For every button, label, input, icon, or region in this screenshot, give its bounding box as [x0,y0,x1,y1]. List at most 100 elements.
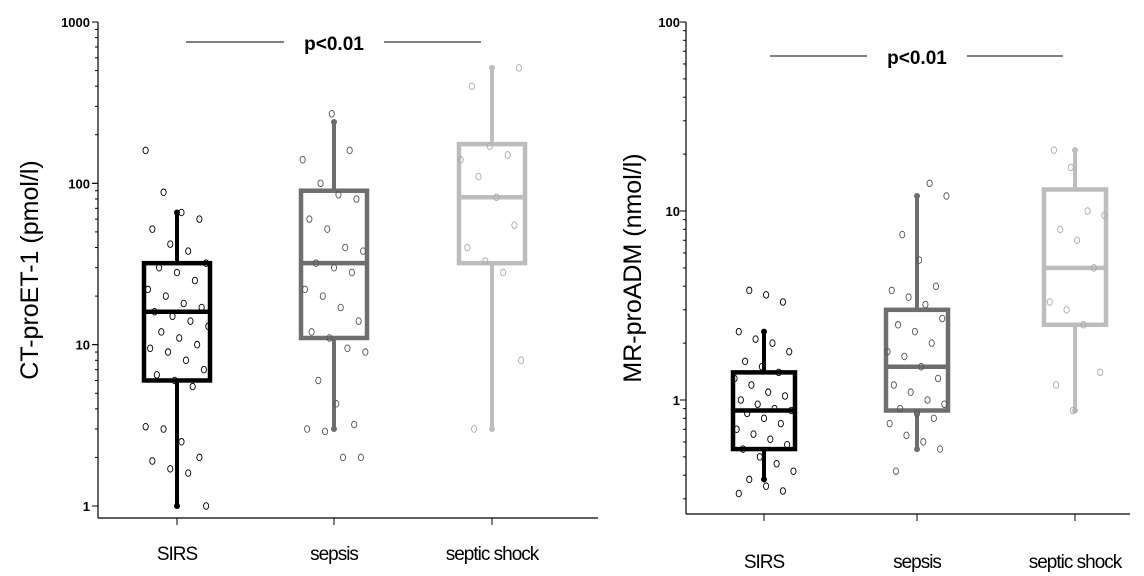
data-point [750,430,757,438]
data-point [194,340,201,349]
data-point [486,142,493,150]
data-point [515,64,522,72]
data-point [160,425,167,433]
data-point [737,396,744,404]
data-point [164,348,172,356]
data-point [504,151,511,159]
data-point [324,225,331,233]
data-point [760,414,768,423]
data-point [777,419,784,428]
data-point [319,292,326,300]
data-point [203,259,210,267]
data-point [918,362,925,371]
data-point [149,457,156,465]
p-value-annotation: p<0.01 [304,34,364,55]
data-point [756,453,763,461]
data-point [773,459,780,468]
y-tick-label: 10 [76,338,90,353]
y-tick-label: 1 [673,393,680,408]
data-point [790,467,797,475]
whisker-cap-high [914,193,920,200]
data-point [482,257,489,265]
data-point [500,268,507,277]
data-point [304,425,311,433]
data-point [939,314,946,323]
data-point [913,409,921,418]
y-tick-label: 100 [68,176,90,191]
data-point [733,425,740,434]
y-tick-label: 1 [83,499,90,514]
data-point [475,172,482,181]
data-point [941,400,948,408]
data-point [1074,236,1081,245]
data-point [353,195,360,203]
data-point [922,300,929,309]
data-point [176,334,183,342]
data-point [167,465,174,473]
data-point [511,221,518,229]
data-point [464,243,471,252]
data-point [930,414,937,423]
box-iqr [456,141,528,266]
data-point [1084,207,1091,215]
data-point [903,431,910,440]
data-point [901,352,908,361]
data-point [786,348,793,356]
data-point [144,285,151,294]
data-point [187,317,194,325]
data-point [299,156,306,164]
x-category-label: SIRS [157,544,198,565]
whisker-cap-high [761,328,767,335]
data-point [943,192,950,200]
data-point [171,376,178,385]
data-point [357,453,364,462]
data-point [739,445,747,453]
data-point [1053,381,1060,389]
data-point [153,371,160,379]
data-point [752,335,759,343]
data-point [180,299,187,308]
data-point [779,487,786,495]
data-point [748,381,755,389]
data-point [337,303,344,312]
data-point [328,109,335,118]
data-point [735,327,742,336]
data-point [1067,163,1074,172]
box-iqr [883,307,951,413]
data-point [142,146,149,155]
data-point [313,259,320,267]
data-point [890,381,897,389]
x-category-label: septic shock [1029,552,1123,573]
whisker-cap-low [1072,407,1078,414]
data-point [185,469,192,477]
data-point [884,348,891,356]
data-point [746,286,753,295]
data-point [308,328,315,336]
data-point [351,420,358,429]
data-point [468,82,475,90]
data-point [775,368,782,377]
data-point [189,382,196,391]
data-point [1101,211,1108,219]
data-point [162,292,169,300]
x-category-label: SIRS [744,552,785,573]
data-point [203,502,210,510]
data-point [788,406,795,415]
data-point [182,356,190,365]
data-point [200,365,207,374]
data-point [518,356,525,365]
data-point [1069,406,1076,415]
data-point [149,225,156,233]
y-tick-label: 100 [658,15,680,30]
data-point [321,427,329,436]
data-point [301,285,308,294]
data-point [781,392,789,400]
data-point [344,344,351,353]
data-point [784,440,791,449]
box-iqr [1041,187,1109,328]
y-tick-label: 1000 [61,15,90,30]
data-point [763,482,770,490]
data-point [886,419,893,428]
data-point [907,388,914,396]
